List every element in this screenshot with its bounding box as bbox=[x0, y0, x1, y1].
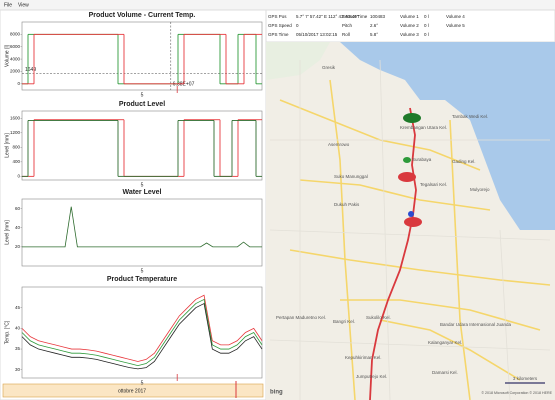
map-label: Asemrowo bbox=[328, 142, 350, 147]
map-copyright: © 2018 Microsoft Corporation © 2018 HERE bbox=[481, 391, 552, 395]
info-cell: 5.7° 7' 57.42" E 112° 43' 53.49" bbox=[296, 14, 359, 19]
y-tick-label: 45 bbox=[15, 305, 21, 310]
info-cell: Volume 4 bbox=[446, 14, 465, 19]
map-label: Bangri Kel. bbox=[333, 319, 355, 324]
menu-item[interactable]: File bbox=[4, 2, 12, 8]
y-tick-label: 30 bbox=[15, 367, 21, 372]
info-cell: GPS Pos bbox=[268, 14, 287, 19]
map-label: Krembangan Utara Kel. bbox=[400, 125, 447, 130]
info-cell: 100483 bbox=[370, 14, 386, 19]
info-cell: Volume 1 bbox=[400, 14, 419, 19]
info-cell: Roll bbox=[342, 32, 350, 37]
map-label: Sukolilo Kel. bbox=[366, 315, 391, 320]
y-axis-label: Volume [l] bbox=[4, 44, 10, 67]
series-line bbox=[22, 206, 262, 248]
y-tick-label: 0 bbox=[17, 81, 20, 86]
chart-title: Water Level bbox=[122, 189, 161, 196]
plot-area bbox=[21, 110, 263, 181]
map-label: Tambak Wedi Kel. bbox=[452, 114, 488, 119]
info-cell: Pitch bbox=[342, 23, 353, 28]
map-label: Tegalsari Kel. bbox=[420, 182, 447, 187]
y-tick-label: 800 bbox=[12, 145, 20, 150]
y-tick-label: 4000 bbox=[10, 56, 21, 61]
x-tick-label: 5 bbox=[141, 268, 144, 274]
info-cell: 0 bbox=[296, 23, 299, 28]
y-tick-label: 1600 bbox=[10, 115, 21, 120]
marker[interactable] bbox=[404, 217, 422, 227]
map-label: Bandar Udara Internasional Juanda bbox=[440, 322, 512, 327]
y-tick-label: 400 bbox=[12, 159, 20, 164]
info-cell: Volume 5 bbox=[446, 23, 465, 28]
reference-label: 1649 bbox=[25, 67, 36, 73]
marker[interactable] bbox=[408, 211, 414, 217]
y-tick-label: 40 bbox=[15, 225, 21, 230]
info-cell: Volume 3 bbox=[400, 32, 419, 37]
cursor-label: 6.38E+07 bbox=[173, 81, 195, 87]
marker[interactable] bbox=[403, 113, 421, 123]
y-tick-label: 1200 bbox=[10, 130, 21, 135]
info-cell: 5.8° bbox=[370, 32, 378, 37]
info-panel bbox=[265, 9, 555, 43]
map-label: Damarsi Kel. bbox=[432, 370, 458, 375]
y-tick-label: 20 bbox=[15, 244, 21, 249]
map-sea bbox=[340, 42, 555, 230]
marker[interactable] bbox=[398, 172, 416, 182]
y-tick-label: 2000 bbox=[10, 69, 21, 74]
map-label: Kepuhkiriman Kel. bbox=[345, 355, 382, 360]
x-tick-label: 5 bbox=[141, 380, 144, 386]
chart-title: Product Temperature bbox=[107, 276, 177, 283]
y-tick-label: 0 bbox=[17, 174, 20, 179]
map-label: Mulyorejo bbox=[470, 187, 490, 192]
x-tick-label: 5 bbox=[141, 182, 144, 188]
info-cell: GPS Speed bbox=[268, 23, 292, 28]
y-axis-label: Level [mm] bbox=[4, 220, 10, 245]
info-cell: Volume 2 bbox=[400, 23, 419, 28]
plot-area bbox=[21, 21, 263, 91]
y-tick-label: 6000 bbox=[10, 44, 21, 49]
menu-bar bbox=[0, 0, 555, 10]
map-label: Suko Manunggal bbox=[334, 174, 368, 179]
y-axis-label: Level [mm] bbox=[4, 133, 10, 158]
y-tick-label: 60 bbox=[15, 206, 21, 211]
chart-title: Product Volume - Current Temp. bbox=[89, 12, 196, 19]
info-cell: GPS Time bbox=[268, 32, 289, 37]
map-label: Jumputrejo Kel. bbox=[356, 374, 387, 379]
info-cell: 0 l bbox=[424, 32, 429, 37]
map-logo: bing bbox=[270, 390, 283, 396]
marker[interactable] bbox=[403, 157, 411, 163]
info-cell: 0 l bbox=[424, 14, 429, 19]
map-label: Gading Kel. bbox=[452, 159, 476, 164]
y-tick-label: 35 bbox=[15, 346, 21, 351]
map-label: Gresik bbox=[322, 65, 336, 70]
route bbox=[369, 107, 417, 400]
info-cell: 2.6° bbox=[370, 23, 378, 28]
x-tick-label: 5 bbox=[141, 92, 144, 98]
map-park bbox=[266, 42, 330, 80]
map-streets bbox=[269, 59, 551, 400]
chart-title: Product Level bbox=[119, 101, 165, 108]
plot-area bbox=[21, 286, 263, 379]
series-line bbox=[21, 302, 263, 370]
y-axis-label: Temp. [°C] bbox=[4, 320, 10, 344]
timeline[interactable] bbox=[2, 383, 264, 398]
series-line bbox=[21, 298, 263, 367]
series-line bbox=[21, 294, 263, 362]
plot-area bbox=[21, 198, 263, 267]
info-cell: Sensor Time bbox=[342, 14, 368, 19]
scale-label: 3 kilometers bbox=[513, 376, 538, 381]
timeline-label: ottobre 2017 bbox=[118, 388, 146, 394]
info-cell: 05/10/2017 13:02:15 bbox=[296, 32, 338, 37]
map-label: Kalanganyar Kel. bbox=[428, 340, 462, 345]
map-label: Pertapan Maduretno Kel. bbox=[276, 315, 326, 320]
y-tick-label: 40 bbox=[15, 326, 21, 331]
info-cell: 0 l bbox=[424, 23, 429, 28]
map-label: Surabaya bbox=[412, 157, 432, 162]
map: Gresik Tambak Wedi Kel. Asemrowo Krembangan… bbox=[266, 42, 555, 400]
map-label: Dukuh Pakis bbox=[334, 202, 360, 207]
y-tick-label: 8000 bbox=[10, 32, 21, 37]
menu-item[interactable]: View bbox=[18, 2, 29, 8]
